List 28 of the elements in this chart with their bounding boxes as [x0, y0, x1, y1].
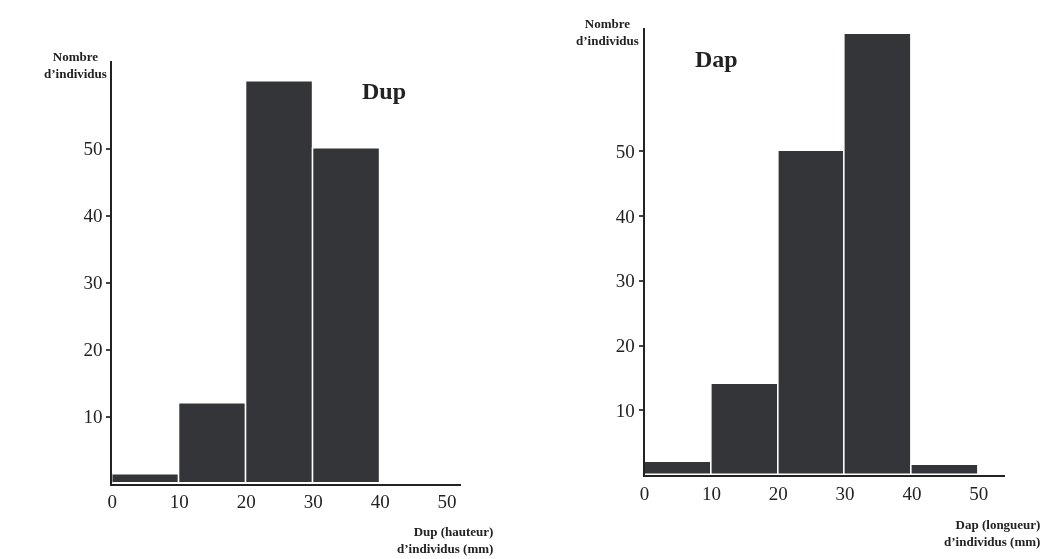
x-tick-label: 20 [768, 482, 788, 504]
x-tick-label: 30 [303, 491, 323, 513]
x-tick-label: 40 [902, 482, 922, 504]
x-tick-label: 50 [437, 491, 457, 513]
x-tick-label: 0 [639, 482, 650, 504]
x-axis-title: Dup (hauteur) d’individus (mm) [397, 524, 494, 556]
y-tick-label: 50 [83, 138, 103, 160]
x-tick-label: 40 [370, 491, 390, 513]
x-tick-label: 30 [835, 482, 855, 504]
x-tick-label: 0 [107, 491, 118, 513]
text: Dap [695, 46, 738, 72]
x-tick-label: 10 [701, 482, 721, 504]
x-tick-label: 10 [169, 491, 189, 513]
y-tick-label: 40 [83, 205, 103, 227]
y-tick-label: 10 [615, 399, 635, 421]
y-tick-label: 40 [615, 205, 635, 227]
x-axis-title: Dap (longueur) d’individus (mm) [944, 517, 1041, 549]
y-tick-label: 20 [615, 335, 635, 357]
y-tick-label: 20 [83, 339, 103, 361]
y-tick-label: 30 [615, 270, 635, 292]
text: Dup [362, 78, 407, 104]
x-tick-label: 20 [236, 491, 256, 513]
y-tick-label: 10 [83, 406, 103, 428]
x-tick-label: 50 [969, 482, 989, 504]
y-tick-label: 50 [615, 140, 635, 162]
y-axis-title: Nombre d’individus [44, 49, 107, 81]
y-tick-label: 30 [83, 272, 103, 294]
y-axis-title: Nombre d’individus [576, 16, 639, 48]
